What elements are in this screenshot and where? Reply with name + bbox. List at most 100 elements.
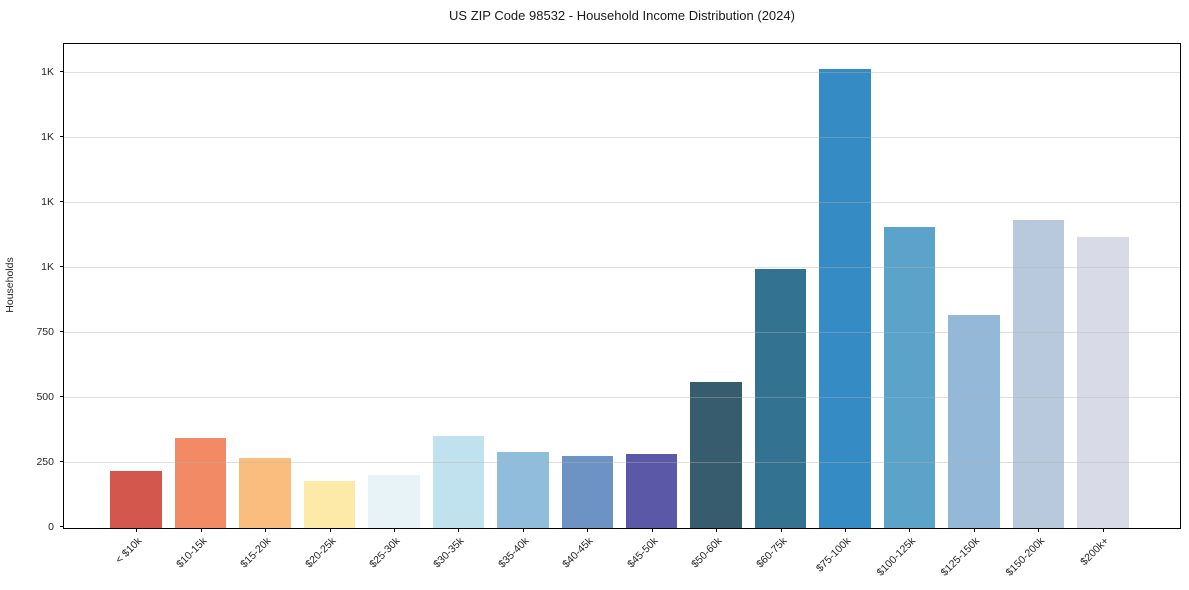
bar-slot: [620, 44, 684, 528]
bar-slot: [1071, 44, 1135, 528]
x-tick-cell: $10-15k: [168, 528, 232, 590]
bar-$10-15k: [174, 437, 227, 528]
y-tick-label: 500: [36, 390, 54, 403]
bar-layer: [64, 44, 1180, 528]
y-axis-ticks: 0 250 500 750 1K 1K 1K 1K: [0, 43, 64, 533]
bar-slot: [813, 44, 877, 528]
bar-slot: [748, 44, 812, 528]
y-tick-label: 1K: [41, 130, 54, 143]
x-tick-mark: [909, 528, 911, 532]
bar-$20-25k: [303, 481, 356, 528]
bar-slot: [491, 44, 555, 528]
x-tick-label: $25-30k: [367, 535, 403, 571]
x-tick-mark: [1102, 528, 1104, 532]
y-tick-label: 1K: [41, 195, 54, 208]
x-tick-label: $150-200k: [1003, 535, 1047, 579]
x-tick-cell: $200k+: [1071, 528, 1135, 590]
bar-$30-35k: [432, 436, 485, 528]
y-tick-mark: [60, 265, 64, 267]
x-tick-cell: $75-100k: [813, 528, 877, 590]
x-tick-label: $30-35k: [431, 535, 467, 571]
x-tick-mark: [136, 528, 138, 532]
bar-$40-45k: [561, 456, 614, 528]
y-tick-label: 0: [48, 521, 54, 533]
bar-slot: [168, 44, 232, 528]
y-tick-label: 1K: [41, 65, 54, 78]
y-tick-mark: [60, 395, 64, 397]
bar-$150-200k: [1012, 220, 1065, 528]
x-tick-mark: [1038, 528, 1040, 532]
bar-$125-150k: [948, 315, 1000, 528]
bar-slot: [233, 44, 297, 528]
x-tick-mark: [200, 528, 202, 532]
x-axis-ticks: < $10k $10-15k $15-20k $20-25k $25-30k $30-35…: [64, 528, 1180, 590]
x-tick-mark: [458, 528, 460, 532]
bar-slot: [942, 44, 1006, 528]
x-tick-cell: $60-75k: [748, 528, 812, 590]
y-tick-mark: [60, 70, 64, 72]
x-tick-mark: [265, 528, 267, 532]
x-tick-label: $45-50k: [624, 535, 661, 571]
x-tick-cell: $20-25k: [297, 528, 361, 590]
x-tick-label: $10-15k: [173, 535, 210, 571]
x-tick-label: < $10k: [113, 535, 145, 566]
x-tick-label: $75-100k: [814, 535, 854, 575]
x-tick-mark: [845, 528, 847, 532]
chart-title: US ZIP Code 98532 - Household Income Dis…: [449, 8, 795, 23]
x-tick-cell: < $10k: [104, 528, 168, 590]
bar-$15-20k: [239, 458, 291, 528]
bar-slot: [1006, 44, 1070, 528]
bar-slot: [877, 44, 941, 528]
x-tick-cell: $40-45k: [555, 528, 619, 590]
plot-area: [63, 43, 1181, 529]
y-tick-mark: [60, 330, 64, 332]
bar-$75-100k: [819, 68, 871, 528]
x-tick-label: $200k+: [1078, 535, 1112, 569]
x-tick-cell: $35-40k: [491, 528, 555, 590]
x-tick-cell: $50-60k: [684, 528, 748, 590]
bar-< $10k: [110, 470, 162, 528]
x-tick-mark: [393, 528, 395, 532]
bar-$200k+: [1077, 237, 1129, 528]
x-tick-mark: [522, 528, 524, 532]
x-tick-label: $40-45k: [560, 535, 596, 571]
x-tick-label: $50-60k: [689, 535, 725, 571]
bar-slot: [555, 44, 619, 528]
x-tick-cell: $25-30k: [362, 528, 426, 590]
x-tick-cell: $30-35k: [426, 528, 490, 590]
x-tick-label: $100-125k: [874, 535, 918, 579]
x-tick-label: $35-40k: [496, 535, 532, 571]
y-tick-mark: [60, 200, 64, 202]
y-tick-mark: [60, 460, 64, 462]
x-tick-cell: $125-150k: [938, 528, 1006, 590]
y-tick-label: 1K: [41, 260, 54, 273]
x-tick-label: $20-25k: [302, 535, 339, 571]
x-tick-mark: [587, 528, 589, 532]
bar-slot: [104, 44, 168, 528]
bar-slot: [684, 44, 748, 528]
x-tick-mark: [651, 528, 653, 532]
x-tick-cell: $100-125k: [874, 528, 941, 590]
x-tick-mark: [716, 528, 718, 532]
y-tick-label: 250: [36, 455, 54, 468]
bar-$25-30k: [368, 475, 420, 528]
x-tick-mark: [780, 528, 782, 532]
x-tick-cell: $15-20k: [233, 528, 297, 590]
bar-$60-75k: [754, 269, 807, 528]
y-tick-label: 750: [36, 325, 54, 338]
bar-$50-60k: [690, 382, 742, 528]
x-tick-label: $15-20k: [238, 535, 274, 571]
bar-$45-50k: [625, 454, 678, 528]
bar-slot: [362, 44, 426, 528]
bar-slot: [426, 44, 490, 528]
x-tick-mark: [329, 528, 331, 532]
x-tick-cell: $150-200k: [1003, 528, 1070, 590]
x-tick-label: $125-150k: [938, 535, 983, 579]
bar-$35-40k: [497, 452, 549, 528]
y-tick-mark: [60, 135, 64, 137]
x-tick-label: $60-75k: [753, 535, 790, 571]
y-tick-mark: [60, 526, 64, 527]
x-tick-cell: $45-50k: [620, 528, 684, 590]
bar-$100-125k: [883, 227, 936, 528]
